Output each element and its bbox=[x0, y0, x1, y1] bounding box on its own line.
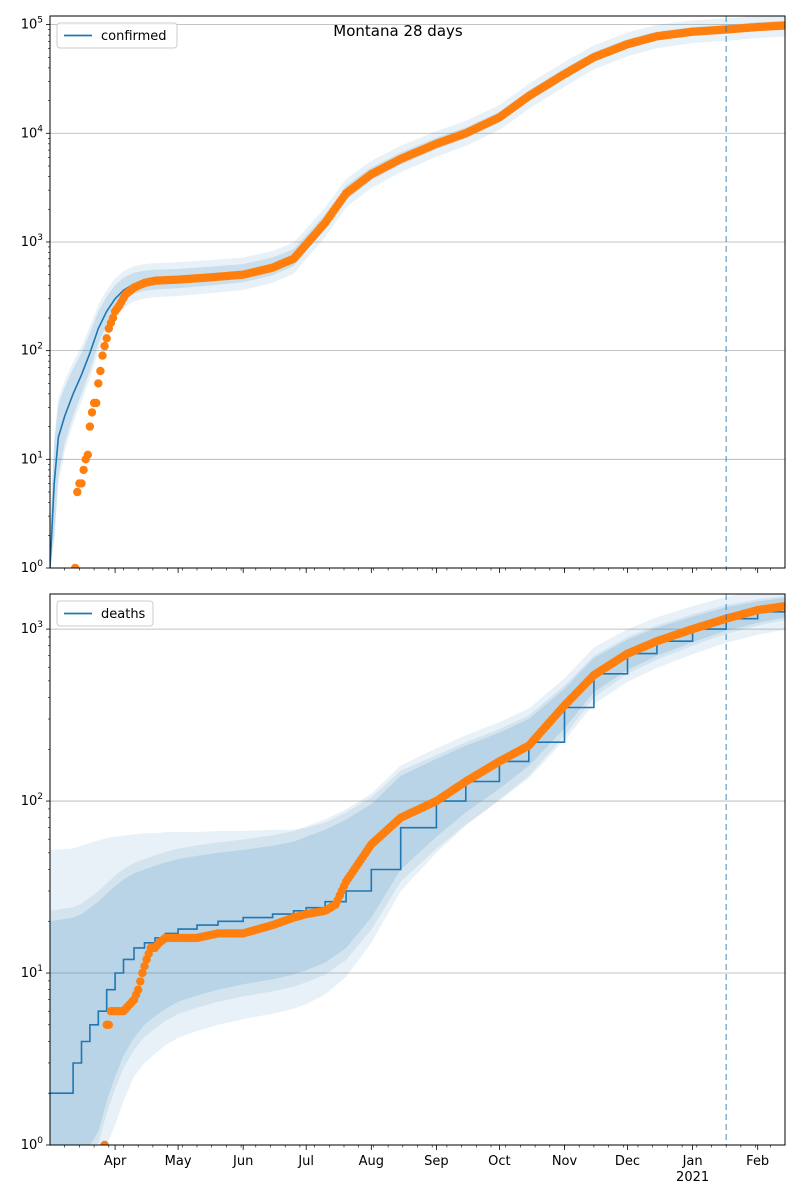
data-point bbox=[94, 379, 103, 388]
y-tick-label: 102 bbox=[21, 342, 43, 359]
confidence-band-wide bbox=[50, 16, 785, 568]
data-point bbox=[780, 21, 785, 30]
y-tick-label: 100 bbox=[21, 1136, 44, 1153]
y-tick-label: 105 bbox=[21, 16, 43, 33]
data-point bbox=[77, 479, 86, 488]
y-tick-label: 103 bbox=[21, 233, 43, 250]
data-point bbox=[136, 977, 145, 986]
y-tick-label: 102 bbox=[21, 792, 43, 809]
data-point bbox=[140, 962, 149, 971]
legend-label: deaths bbox=[101, 607, 146, 622]
data-point bbox=[780, 601, 785, 611]
y-tick-label: 103 bbox=[21, 620, 43, 637]
chart-title: Montana 28 days bbox=[333, 22, 463, 40]
plot-area bbox=[50, 16, 785, 568]
y-tick-label: 101 bbox=[21, 964, 43, 981]
confidence-band bbox=[50, 597, 785, 1145]
y-tick-label: 104 bbox=[21, 124, 44, 141]
panel-1: 100 101 102 103 104 105 Montana 28 days confirm… bbox=[21, 15, 786, 576]
legend: deaths bbox=[56, 600, 154, 627]
data-point bbox=[108, 313, 118, 323]
x-tick-label: Apr bbox=[104, 1154, 127, 1169]
data-point bbox=[96, 366, 105, 376]
legend: confirmed bbox=[56, 22, 178, 49]
x-tick-label: Jan bbox=[682, 1154, 703, 1169]
x-tick-label: Aug bbox=[359, 1154, 384, 1169]
data-point bbox=[92, 398, 101, 408]
confidence-band-outer bbox=[50, 595, 785, 1145]
observed-points bbox=[71, 21, 785, 568]
x-tick-label: Dec bbox=[615, 1154, 640, 1169]
data-point bbox=[100, 341, 109, 351]
y-tick-label: 100 bbox=[21, 559, 44, 576]
x-year-label: 2021 bbox=[676, 1170, 709, 1185]
legend-label: confirmed bbox=[101, 29, 167, 44]
data-point bbox=[98, 351, 107, 360]
data-point bbox=[104, 1020, 114, 1029]
x-tick-label: Oct bbox=[488, 1154, 510, 1169]
data-point bbox=[85, 422, 95, 431]
data-point bbox=[102, 334, 111, 343]
x-tick-label: Sep bbox=[424, 1154, 449, 1169]
legend-box bbox=[56, 600, 154, 627]
data-point bbox=[73, 487, 82, 497]
data-point bbox=[134, 985, 143, 994]
legend-box bbox=[56, 22, 178, 49]
x-tick-label: Jul bbox=[297, 1154, 314, 1169]
data-point bbox=[83, 450, 93, 459]
data-point bbox=[100, 1140, 109, 1145]
data-point bbox=[71, 563, 80, 568]
observed-points bbox=[100, 601, 785, 1145]
data-point bbox=[87, 408, 97, 417]
confidence-band-wide bbox=[50, 594, 785, 1145]
x-tick-label: Jun bbox=[232, 1154, 253, 1169]
panel-2: 100 101 102 103 Apr May Jun Jul Aug Sep Oct Nov Dec J… bbox=[21, 593, 786, 1185]
x-tick-label: Nov bbox=[552, 1154, 578, 1169]
x-tick-label: Feb bbox=[746, 1154, 769, 1169]
data-point bbox=[138, 968, 147, 978]
data-point bbox=[79, 465, 88, 475]
x-tick-label: May bbox=[165, 1154, 192, 1169]
series-line-deaths bbox=[50, 607, 785, 1094]
plot-area bbox=[50, 594, 785, 1145]
y-tick-label: 101 bbox=[21, 450, 43, 467]
